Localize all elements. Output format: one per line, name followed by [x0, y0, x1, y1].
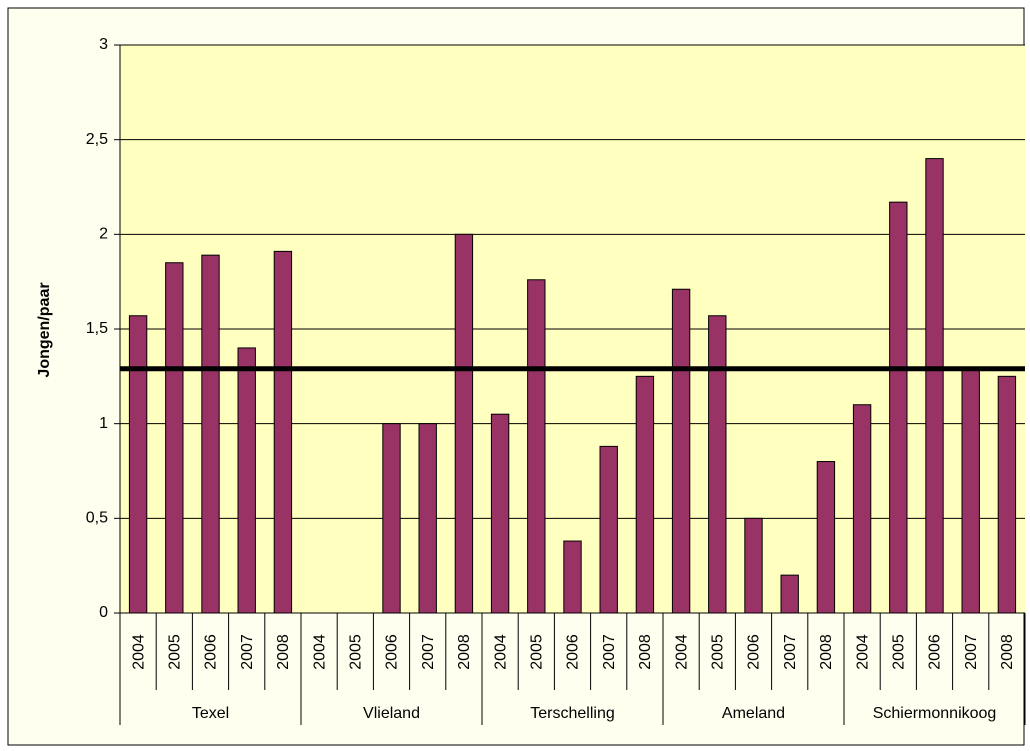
y-tick-label: 2,5: [86, 131, 108, 148]
x-tick-label: 2005: [710, 634, 727, 670]
x-tick-label: 2006: [746, 634, 763, 670]
bar: [128, 315, 148, 614]
bar: [382, 423, 401, 614]
x-tick-label: 2008: [275, 634, 292, 670]
x-tick-label: 2006: [565, 634, 582, 670]
bar: [418, 423, 437, 614]
bar: [961, 368, 980, 614]
x-tick-label: 2005: [529, 634, 546, 670]
x-tick-label: 2006: [384, 634, 401, 670]
bar: [925, 158, 944, 614]
x-tick-label: 2007: [239, 634, 256, 670]
x-tick-label: 2007: [601, 634, 618, 670]
x-tick-label: 2004: [130, 634, 147, 670]
bar: [527, 279, 546, 614]
bar: [816, 461, 836, 614]
x-tick-label: 2006: [927, 634, 944, 670]
bar: [744, 517, 763, 614]
bar: [273, 250, 293, 614]
y-tick-label: 0: [99, 604, 108, 621]
x-tick-label: 2008: [456, 634, 473, 670]
bar: [490, 413, 510, 614]
bar: [237, 347, 256, 614]
y-tick-label: 1: [99, 415, 108, 432]
x-tick-label: 2006: [203, 634, 220, 670]
bar: [889, 201, 908, 614]
group-label: Terschelling: [530, 705, 614, 722]
x-tick-label: 2007: [782, 634, 799, 670]
y-tick-label: 3: [99, 36, 108, 53]
bar: [635, 375, 655, 614]
group-label: Texel: [192, 705, 229, 722]
group-label: Ameland: [722, 705, 785, 722]
x-tick-label: 2005: [891, 634, 908, 670]
x-tick-label: 2007: [420, 634, 437, 670]
bar: [563, 540, 582, 614]
x-tick-label: 2008: [818, 634, 835, 670]
y-axis-label: Jongen/paar: [36, 282, 53, 377]
bar: [165, 262, 184, 614]
x-tick-label: 2008: [999, 634, 1016, 670]
bar: [852, 404, 872, 614]
bar: [599, 445, 618, 614]
y-tick-label: 2: [99, 226, 108, 243]
x-tick-label: 2004: [854, 634, 871, 670]
bar: [997, 375, 1017, 614]
x-tick-label: 2005: [167, 634, 184, 670]
y-tick-label: 1,5: [86, 320, 108, 337]
y-tick-label: 0,5: [86, 510, 108, 527]
x-tick-label: 2007: [963, 634, 980, 670]
x-tick-label: 2008: [637, 634, 654, 670]
bar: [201, 254, 220, 614]
bar: [671, 288, 691, 614]
bar: [708, 315, 727, 614]
bar: [780, 574, 799, 614]
x-tick-label: 2004: [311, 634, 328, 670]
x-tick-label: 2005: [348, 634, 365, 670]
bar: [454, 233, 474, 614]
group-label: Schiermonnikoog: [873, 705, 997, 722]
group-label: Vlieland: [363, 705, 420, 722]
x-tick-label: 2004: [673, 634, 690, 670]
x-tick-label: 2004: [492, 634, 509, 670]
